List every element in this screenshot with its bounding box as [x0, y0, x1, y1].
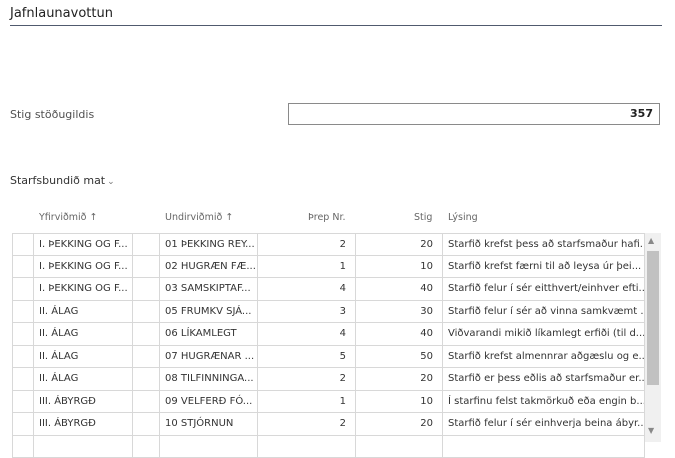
spacer-cell	[133, 323, 160, 345]
threp-cell[interactable]: 4	[258, 278, 356, 300]
spacer-cell	[133, 368, 160, 390]
threp-cell[interactable]	[258, 436, 356, 458]
undirvidmid-cell[interactable]: 10 STJÓRNUN	[160, 413, 258, 435]
scroll-up-icon[interactable]: ▲	[648, 236, 654, 245]
stig-cell[interactable]: 30	[356, 301, 443, 323]
row-selector[interactable]	[12, 413, 34, 435]
undirvidmid-cell[interactable]: 03 SAMSKIPTAF...	[160, 278, 258, 300]
row-selector[interactable]	[12, 234, 34, 255]
column-header-undirvidmid[interactable]: Undirviðmið ↑	[165, 212, 233, 223]
vertical-scrollbar[interactable]: ▲ ▼	[645, 233, 661, 442]
row-selector[interactable]	[12, 278, 34, 300]
lysing-cell[interactable]: Í starfinu felst takmörkuð eða engin b..…	[443, 391, 645, 413]
chevron-down-icon: ⌄	[107, 177, 115, 187]
stig-cell[interactable]: 20	[356, 234, 443, 255]
undirvidmid-cell[interactable]: 06 LÍKAMLEGT	[160, 323, 258, 345]
threp-cell[interactable]: 1	[258, 391, 356, 413]
undirvidmid-cell[interactable]: 02 HUGRÆN FÆ...	[160, 256, 258, 278]
column-header-lysing[interactable]: Lýsing	[448, 212, 478, 223]
yfirvidmid-cell[interactable]: II. ÁLAG	[34, 301, 133, 323]
row-selector[interactable]	[12, 436, 34, 458]
lysing-cell[interactable]	[443, 436, 645, 458]
table-row[interactable]	[12, 436, 645, 458]
row-selector[interactable]	[12, 256, 34, 278]
undirvidmid-cell[interactable]: 08 TILFINNINGA...	[160, 368, 258, 390]
page-title: Jafnlaunavottun	[10, 6, 113, 21]
undirvidmid-cell[interactable]: 09 VELFERÐ FÓ...	[160, 391, 258, 413]
section-label: Starfsbundið mat	[10, 174, 105, 187]
threp-cell[interactable]: 3	[258, 301, 356, 323]
yfirvidmid-cell[interactable]: II. ÁLAG	[34, 346, 133, 368]
lysing-cell[interactable]: Starfið krefst færni til að leysa úr þei…	[443, 256, 645, 278]
stig-cell[interactable]: 10	[356, 391, 443, 413]
spacer-cell	[133, 278, 160, 300]
spacer-cell	[133, 301, 160, 323]
undirvidmid-cell[interactable]: 01 ÞEKKING REY...	[160, 234, 258, 255]
threp-cell[interactable]: 2	[258, 368, 356, 390]
stig-cell[interactable]: 20	[356, 368, 443, 390]
row-selector[interactable]	[12, 368, 34, 390]
undirvidmid-cell[interactable]	[160, 436, 258, 458]
spacer-cell	[133, 436, 160, 458]
stig-cell[interactable]	[356, 436, 443, 458]
row-selector[interactable]	[12, 346, 34, 368]
lysing-cell[interactable]: Starfið felur í sér einhverja beina ábyr…	[443, 413, 645, 435]
stig-stodugildis-field[interactable]: 357	[288, 103, 660, 125]
lysing-cell[interactable]: Starfið er þess eðlis að starfsmaður er.…	[443, 368, 645, 390]
stig-cell[interactable]: 40	[356, 278, 443, 300]
lysing-cell[interactable]: Viðvarandi mikið líkamlegt erfiði (til d…	[443, 323, 645, 345]
yfirvidmid-cell[interactable]: I. ÞEKKING OG F...	[34, 278, 133, 300]
section-toggle[interactable]: Starfsbundið mat⌄	[10, 174, 115, 187]
threp-cell[interactable]: 1	[258, 256, 356, 278]
undirvidmid-cell[interactable]: 07 HUGRÆNAR ...	[160, 346, 258, 368]
spacer-cell	[133, 391, 160, 413]
lysing-cell[interactable]: Starfið felur í sér að vinna samkvæmt ..…	[443, 301, 645, 323]
column-header-yfirvidmid[interactable]: Yfirviðmið ↑	[39, 212, 97, 223]
title-divider	[10, 25, 662, 26]
yfirvidmid-cell[interactable]: I. ÞEKKING OG F...	[34, 234, 133, 255]
spacer-cell	[133, 234, 160, 255]
spacer-cell	[133, 346, 160, 368]
scrollbar-thumb[interactable]	[647, 251, 659, 385]
threp-cell[interactable]: 2	[258, 413, 356, 435]
yfirvidmid-cell[interactable]: III. ÁBYRGÐ	[34, 413, 133, 435]
stig-cell[interactable]: 10	[356, 256, 443, 278]
scroll-down-icon[interactable]: ▼	[648, 426, 654, 435]
field-label: Stig stöðugildis	[10, 108, 94, 121]
row-selector[interactable]	[12, 323, 34, 345]
stig-cell[interactable]: 50	[356, 346, 443, 368]
yfirvidmid-cell[interactable]: III. ÁBYRGÐ	[34, 391, 133, 413]
column-header-stig[interactable]: Stig	[414, 212, 432, 223]
lysing-cell[interactable]: Starfið krefst almennrar aðgæslu og e...	[443, 346, 645, 368]
yfirvidmid-cell[interactable]: II. ÁLAG	[34, 368, 133, 390]
yfirvidmid-cell[interactable]: II. ÁLAG	[34, 323, 133, 345]
spacer-cell	[133, 256, 160, 278]
threp-cell[interactable]: 2	[258, 234, 356, 255]
lysing-cell[interactable]: Starfið krefst þess að starfsmaður hafi.…	[443, 234, 645, 255]
spacer-cell	[133, 413, 160, 435]
undirvidmid-cell[interactable]: 05 FRUMKV SJÁ...	[160, 301, 258, 323]
row-selector[interactable]	[12, 391, 34, 413]
stig-cell[interactable]: 40	[356, 323, 443, 345]
row-selector[interactable]	[12, 301, 34, 323]
threp-cell[interactable]: 5	[258, 346, 356, 368]
stig-cell[interactable]: 20	[356, 413, 443, 435]
column-header-threp[interactable]: Þrep Nr.	[308, 212, 346, 223]
threp-cell[interactable]: 4	[258, 323, 356, 345]
yfirvidmid-cell[interactable]	[34, 436, 133, 458]
yfirvidmid-cell[interactable]: I. ÞEKKING OG F...	[34, 256, 133, 278]
lysing-cell[interactable]: Starfið felur í sér eitthvert/einhver ef…	[443, 278, 645, 300]
